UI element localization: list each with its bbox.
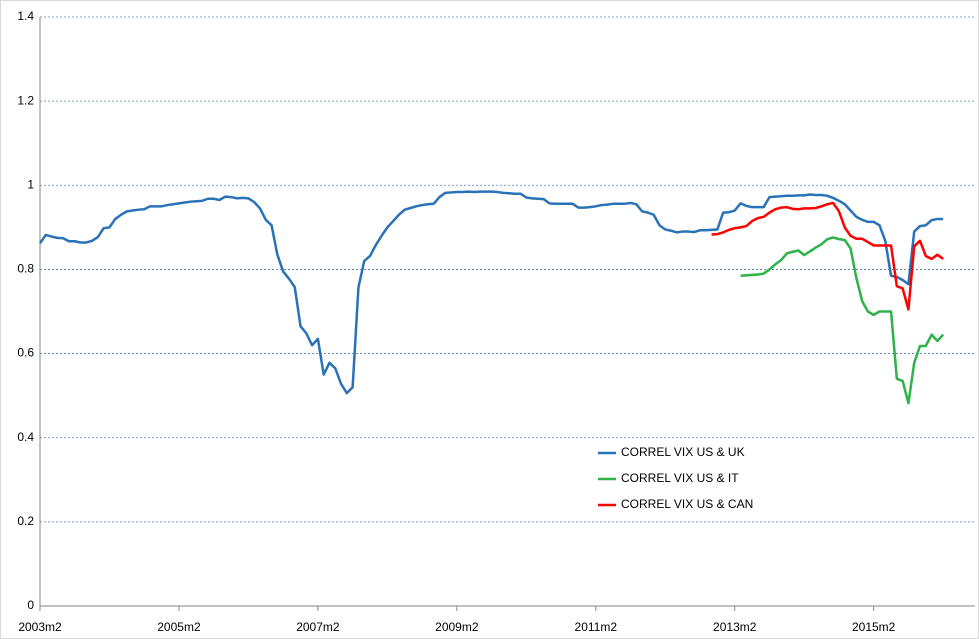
x-tick-label: 2007m2 bbox=[296, 620, 340, 634]
legend-label: CORREL VIX US & UK bbox=[621, 445, 745, 459]
y-tick-label: 0.6 bbox=[17, 346, 34, 360]
x-tick-label: 2015m2 bbox=[852, 620, 896, 634]
legend-label: CORREL VIX US & CAN bbox=[621, 497, 753, 511]
y-tick-label: 0.4 bbox=[17, 430, 34, 444]
data-line bbox=[711, 201, 944, 311]
y-tick-label: 0.2 bbox=[17, 514, 34, 528]
y-tick-label: 0 bbox=[27, 598, 34, 612]
data-line bbox=[740, 236, 945, 405]
x-tick-label: 2013m2 bbox=[713, 620, 757, 634]
x-tick-label: 2005m2 bbox=[157, 620, 201, 634]
y-tick-label: 0.8 bbox=[17, 262, 34, 276]
data-line bbox=[38, 190, 944, 395]
y-tick-label: 1.4 bbox=[17, 9, 34, 23]
x-tick-label: 2009m2 bbox=[435, 620, 479, 634]
legend-label: CORREL VIX US & IT bbox=[621, 471, 739, 485]
x-tick-label: 2011m2 bbox=[575, 620, 618, 634]
y-tick-label: 1 bbox=[27, 177, 34, 191]
x-tick-label: 2003m2 bbox=[18, 620, 62, 634]
y-tick-label: 1.2 bbox=[17, 93, 34, 107]
